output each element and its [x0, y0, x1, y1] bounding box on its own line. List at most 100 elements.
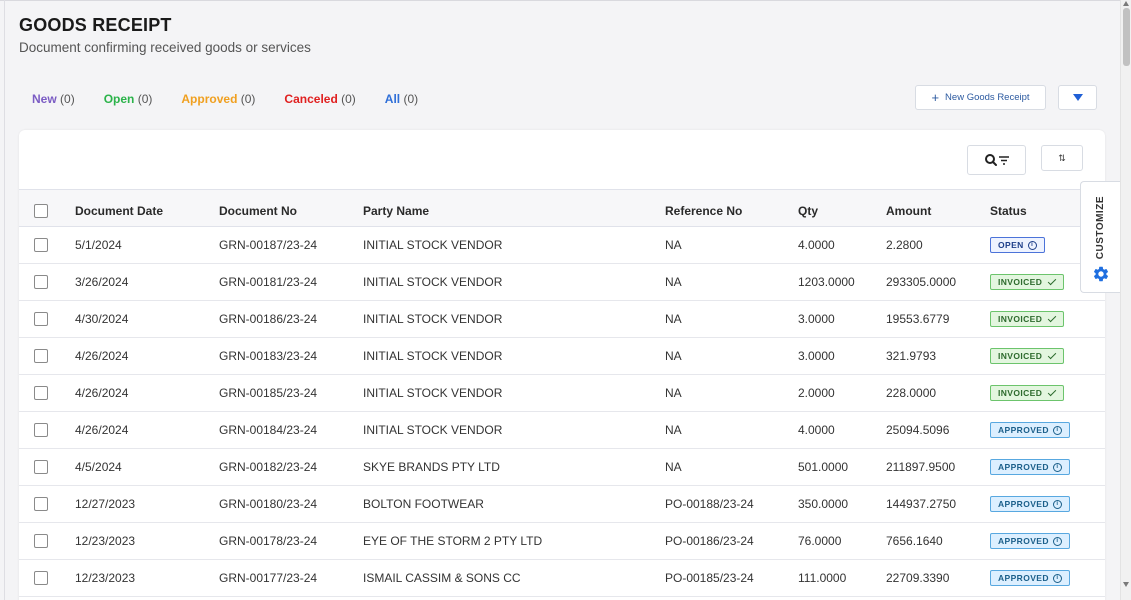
table-row[interactable]: 4/26/2024 GRN-00185/23-24 INITIAL STOCK VE… [19, 375, 1105, 412]
row-checkbox[interactable] [34, 275, 48, 290]
cell-qty: 3.0000 [798, 349, 835, 363]
customize-tab[interactable]: CUSTOMIZE [1080, 181, 1120, 293]
cell-document-date: 3/26/2024 [75, 275, 129, 289]
cell-qty: 2.0000 [798, 386, 835, 400]
row-checkbox[interactable] [34, 423, 48, 438]
sort-icon: ⇅ [1058, 152, 1066, 163]
cell-qty: 3.0000 [798, 312, 835, 326]
cell-document-no: GRN-00178/23-24 [219, 534, 318, 548]
row-checkbox[interactable] [34, 497, 48, 512]
table-body: 5/1/2024 GRN-00187/23-24 INITIAL STOCK VEN… [19, 227, 1105, 597]
status-filter-label: All [384, 92, 401, 106]
status-badge: INVOICED [990, 274, 1065, 290]
status-filter-label: Canceled [284, 92, 338, 106]
info-icon[interactable]: i [1052, 536, 1062, 546]
row-checkbox[interactable] [34, 386, 48, 401]
table-row[interactable]: 12/23/2023 GRN-00178/23-24 EYE OF THE STOR… [19, 523, 1105, 560]
cell-document-date: 4/26/2024 [75, 386, 129, 400]
row-checkbox[interactable] [34, 238, 48, 253]
table-row[interactable]: 12/23/2023 GRN-00177/23-24 ISMAIL CASSIM &… [19, 560, 1105, 597]
table-row[interactable]: 4/26/2024 GRN-00184/23-24 INITIAL STOCK VE… [19, 412, 1105, 449]
check-icon[interactable] [1048, 313, 1057, 322]
info-icon[interactable]: i [1052, 499, 1062, 509]
cell-reference-no: NA [665, 312, 682, 326]
cell-document-date: 4/26/2024 [75, 349, 129, 363]
cell-document-no: GRN-00183/23-24 [219, 349, 318, 363]
more-options-dropdown-button[interactable] [1058, 85, 1097, 110]
cell-qty: 111.0000 [798, 571, 847, 585]
status-filter-approved[interactable]: Approved (0) [181, 92, 255, 106]
status-badge: APPROVED i [990, 496, 1070, 512]
cell-qty: 76.0000 [798, 534, 842, 548]
status-filter-count: (0) [403, 92, 419, 106]
cell-status: INVOICED [990, 264, 1105, 301]
scroll-down-arrow-icon[interactable] [1123, 582, 1129, 587]
table-row[interactable]: 3/26/2024 GRN-00181/23-24 INITIAL STOCK VE… [19, 264, 1105, 301]
cell-status: APPROVED i [990, 523, 1105, 560]
search-filter-button[interactable] [967, 145, 1026, 175]
status-badge: INVOICED [990, 348, 1065, 364]
status-filter-open[interactable]: Open (0) [104, 92, 153, 106]
header-document-date[interactable]: Document Date [75, 204, 164, 218]
cell-reference-no: NA [665, 423, 682, 437]
status-filter-bar: New (0) Open (0) Approved (0) Canceled (0) A… [32, 92, 447, 106]
info-icon[interactable]: i [1052, 425, 1062, 435]
status-filter-new[interactable]: New (0) [32, 92, 75, 106]
cell-document-no: GRN-00182/23-24 [219, 460, 318, 474]
cell-amount: 228.0000 [886, 386, 937, 400]
status-badge-text: APPROVED [998, 536, 1049, 546]
header-party-name[interactable]: Party Name [363, 204, 430, 218]
table-row[interactable]: 5/1/2024 GRN-00187/23-24 INITIAL STOCK VEN… [19, 227, 1105, 264]
status-filter-label: New [32, 92, 57, 106]
cell-reference-no: PO-00188/23-24 [665, 497, 754, 511]
status-badge-text: APPROVED [998, 462, 1049, 472]
sort-button[interactable]: ⇅ [1041, 145, 1083, 171]
table-row[interactable]: 4/30/2024 GRN-00186/23-24 INITIAL STOCK VE… [19, 301, 1105, 338]
select-all-checkbox[interactable] [34, 204, 48, 219]
scrollbar-thumb[interactable] [1123, 8, 1130, 66]
cell-reference-no: NA [665, 460, 682, 474]
cell-reference-no: NA [665, 349, 682, 363]
info-icon[interactable]: i [1027, 240, 1037, 250]
header-status[interactable]: Status [990, 204, 1027, 218]
cell-document-date: 4/26/2024 [75, 423, 129, 437]
cell-reference-no: NA [665, 275, 682, 289]
new-goods-receipt-button[interactable]: + New Goods Receipt [915, 85, 1046, 110]
cell-status: INVOICED [990, 301, 1105, 338]
header-qty[interactable]: Qty [798, 204, 819, 218]
status-filter-canceled[interactable]: Canceled (0) [284, 92, 355, 106]
cell-status: OPEN i [990, 227, 1105, 264]
status-filter-label: Approved [181, 92, 238, 106]
info-icon[interactable]: i [1052, 573, 1062, 583]
table-row[interactable]: 12/27/2023 GRN-00180/23-24 BOLTON FOOTWEAR… [19, 486, 1105, 523]
check-icon[interactable] [1048, 350, 1057, 359]
info-icon[interactable]: i [1052, 462, 1062, 472]
row-checkbox[interactable] [34, 349, 48, 364]
page-scrollbar[interactable] [1120, 0, 1131, 600]
table-header-row: Document Date Document No Party Name Ref… [19, 189, 1105, 227]
check-icon[interactable] [1048, 387, 1057, 396]
cell-party-name: SKYE BRANDS PTY LTD [363, 460, 500, 474]
row-checkbox[interactable] [34, 571, 48, 586]
status-filter-all[interactable]: All (0) [385, 92, 418, 106]
cell-status: INVOICED [990, 375, 1105, 412]
row-checkbox[interactable] [34, 312, 48, 327]
header-reference-no[interactable]: Reference No [665, 204, 743, 218]
cell-document-date: 4/30/2024 [75, 312, 129, 326]
row-checkbox[interactable] [34, 460, 48, 475]
header-amount[interactable]: Amount [886, 204, 932, 218]
scroll-up-arrow-icon[interactable] [1123, 1, 1129, 6]
select-all-cell [19, 190, 75, 227]
status-badge-text: APPROVED [998, 499, 1049, 509]
status-filter-count: (0) [341, 92, 356, 106]
check-icon[interactable] [1048, 276, 1057, 285]
header-document-no[interactable]: Document No [219, 204, 297, 218]
status-badge-text: APPROVED [998, 573, 1049, 583]
row-checkbox[interactable] [34, 534, 48, 549]
page-title: GOODS RECEIPT [19, 15, 172, 35]
cell-party-name: INITIAL STOCK VENDOR [363, 349, 503, 363]
table-row[interactable]: 4/5/2024 GRN-00182/23-24 SKYE BRANDS PTY L… [19, 449, 1105, 486]
table-row[interactable]: 4/26/2024 GRN-00183/23-24 INITIAL STOCK VE… [19, 338, 1105, 375]
status-badge-text: INVOICED [998, 351, 1043, 361]
window-left-border [4, 0, 5, 600]
